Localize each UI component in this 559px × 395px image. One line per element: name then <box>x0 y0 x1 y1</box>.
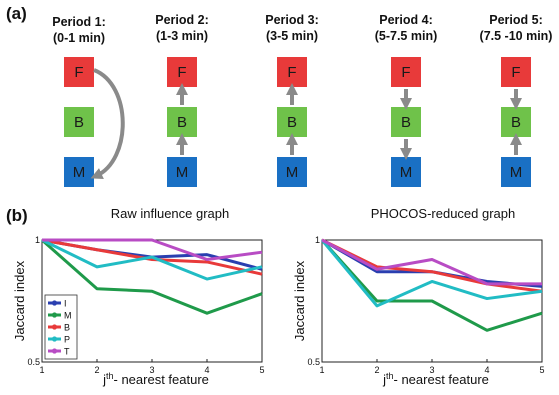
panel-b-label: (b) <box>6 206 28 225</box>
legend-label-P: P <box>64 335 70 345</box>
period-title-line1: Period 1: <box>52 15 106 29</box>
x-axis-label: jth- nearest feature <box>102 371 209 387</box>
period-title-5: Period 5: (7.5 -10 min) <box>461 12 559 44</box>
node-B-period-5: B <box>501 107 531 137</box>
node-B-period-2: B <box>167 107 197 137</box>
chart-title-raw: Raw influence graph <box>110 206 230 221</box>
period-title-1: Period 1: (0-1 min) <box>24 14 134 46</box>
x-tick-label: 4 <box>204 365 209 375</box>
node-F-period-1: F <box>64 57 94 87</box>
period-title-line1: Period 5: <box>489 13 543 27</box>
y-tick-label: 0.5 <box>307 357 320 367</box>
x-tick-label: 4 <box>484 365 489 375</box>
x-tick-label: 3 <box>429 365 434 375</box>
period-title-4: Period 4: (5-7.5 min) <box>351 12 461 44</box>
y-tick-label: 1 <box>315 235 320 245</box>
node-F-period-3: F <box>277 57 307 87</box>
chart-title-phocos: PHOCOS-reduced graph <box>370 206 516 221</box>
period-title-2: Period 2: (1-3 min) <box>127 12 237 44</box>
series-line-T <box>321 238 542 286</box>
legend-label-T: T <box>64 347 70 357</box>
legend-marker-P <box>51 336 58 342</box>
period-title-line2: (1-3 min) <box>155 29 209 43</box>
legend-label-I: I <box>64 299 67 309</box>
node-M-period-2: M <box>167 157 197 187</box>
influence-arrows <box>90 68 522 180</box>
legend-marker-T <box>51 348 58 354</box>
x-axis-label: jth- nearest feature <box>382 371 489 387</box>
y-axis-label: Jaccard index <box>292 260 307 341</box>
y-axis-label: Jaccard index <box>12 260 27 341</box>
series-line-P <box>41 238 263 281</box>
node-B-period-3: B <box>277 107 307 137</box>
legend-label-M: M <box>64 311 72 321</box>
period-title-3: Period 3: (3-5 min) <box>237 12 347 44</box>
series-line-M <box>320 238 543 332</box>
node-M-period-4: M <box>391 157 421 187</box>
legend-label-B: B <box>64 323 70 333</box>
x-tick-label: 5 <box>539 365 544 375</box>
x-tick-label: 2 <box>374 365 379 375</box>
period-title-line2: (5-7.5 min) <box>374 29 438 43</box>
x-tick-label: 1 <box>39 365 44 375</box>
y-tick-label: 1 <box>35 235 40 245</box>
series-line-B <box>41 238 263 276</box>
period-title-line2: (3-5 min) <box>265 29 319 43</box>
x-tick-label: 1 <box>319 365 324 375</box>
node-M-period-1: M <box>64 157 94 187</box>
series-line-T <box>42 238 263 262</box>
period-title-line2: (0-1 min) <box>52 31 106 45</box>
x-tick-label: 2 <box>94 365 99 375</box>
series-line-M <box>41 238 263 315</box>
y-tick-label: 0.5 <box>27 357 40 367</box>
period-title-line1: Period 4: <box>379 13 433 27</box>
period-title-line2: (7.5 -10 min) <box>479 29 553 43</box>
panel-a-label: (a) <box>6 4 27 23</box>
node-B-period-1: B <box>64 107 94 137</box>
node-F-period-2: F <box>167 57 197 87</box>
period-title-line1: Period 3: <box>265 13 319 27</box>
x-tick-label: 3 <box>149 365 154 375</box>
node-M-period-3: M <box>277 157 307 187</box>
period-title-line1: Period 2: <box>155 13 209 27</box>
node-F-period-4: F <box>391 57 421 87</box>
node-B-period-4: B <box>391 107 421 137</box>
legend-marker-B <box>51 324 58 330</box>
legend-marker-I <box>51 300 58 306</box>
legend-marker-M <box>51 312 58 318</box>
node-F-period-5: F <box>501 57 531 87</box>
x-tick-label: 5 <box>259 365 264 375</box>
arrow-f-to-m <box>90 68 125 180</box>
node-M-period-5: M <box>501 157 531 187</box>
series-line-P <box>320 239 543 308</box>
